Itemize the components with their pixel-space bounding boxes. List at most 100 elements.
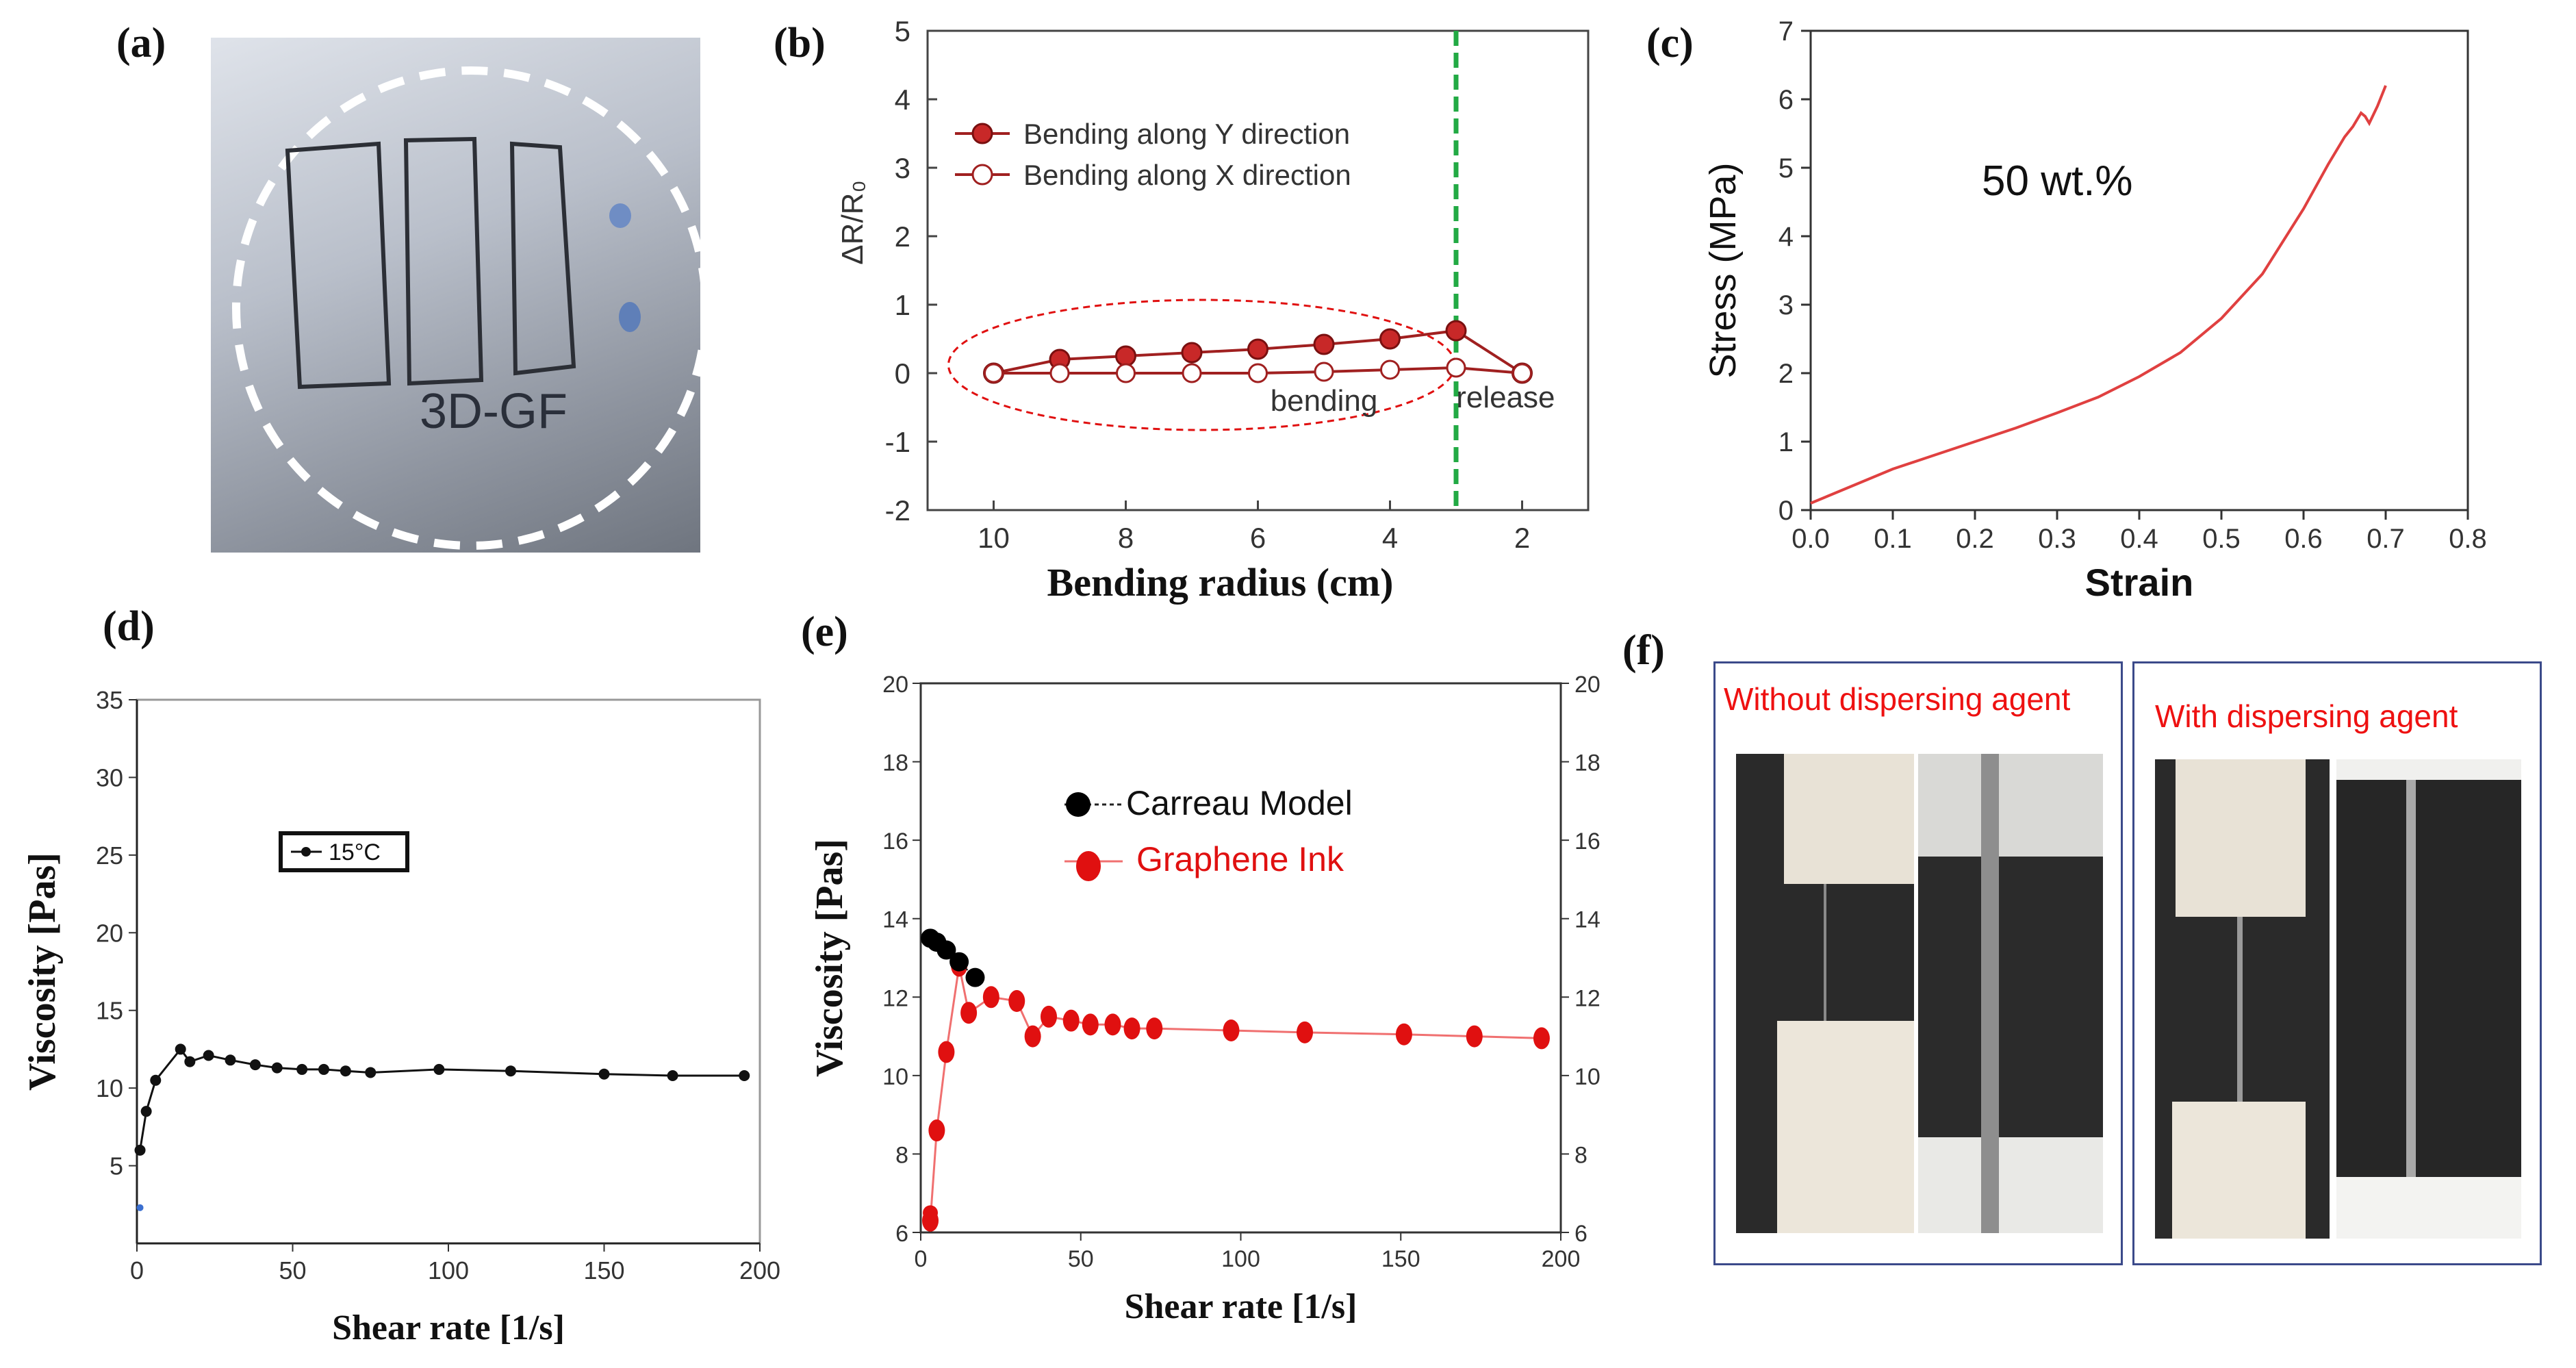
data-point	[365, 1067, 377, 1078]
x-tick-label: 0.8	[2449, 524, 2487, 554]
y-tick-label: 3	[1778, 290, 1794, 320]
y-tick-label: 4	[895, 84, 910, 116]
data-point	[150, 1074, 162, 1086]
data-point	[739, 1069, 750, 1081]
data-point-x-dir	[1380, 359, 1400, 380]
x-tick-label: 0	[915, 1246, 928, 1272]
y-tick-label: 2	[895, 220, 910, 253]
y-tick-label-right: 8	[1574, 1142, 1587, 1168]
light-region	[1918, 1137, 2103, 1233]
x-tick-label: 150	[1381, 1246, 1420, 1272]
y-axis-label: ΔR/R₀	[836, 180, 869, 264]
photo-with-agent-1	[2155, 759, 2330, 1239]
x-tick-label: 8	[1118, 522, 1134, 554]
y-tick-label: 20	[882, 672, 908, 698]
x-tick-label: 6	[1250, 522, 1266, 554]
data-point-graphene-ink	[1024, 1025, 1041, 1048]
x-tick-label: 0.6	[2284, 524, 2323, 554]
caption-without-agent: Without dispersing agent	[1724, 681, 2071, 717]
y-tick-label: 18	[882, 750, 908, 776]
x-tick-label: 50	[279, 1256, 306, 1284]
legend-marker-carreau	[1066, 792, 1091, 817]
y-tick-label: 4	[1778, 222, 1794, 252]
legend-marker-graphene	[1076, 851, 1101, 881]
plot-frame	[919, 682, 1562, 1234]
annotation-50wt: 50 wt.%	[1982, 157, 2133, 205]
data-point	[271, 1062, 283, 1074]
data-point-graphene-ink	[1008, 990, 1025, 1013]
data-point-carreau	[936, 940, 956, 960]
data-point-x-dir	[1049, 363, 1070, 383]
printed-line	[2406, 780, 2416, 1177]
y-tick-label-right: 14	[1574, 907, 1601, 933]
y-tick-label-right: 6	[1574, 1221, 1587, 1247]
y-tick-label: 14	[882, 907, 908, 933]
stress-strain-curve	[1810, 85, 2387, 505]
y-tick-label: 8	[895, 1142, 908, 1168]
data-point-graphene-ink	[1466, 1025, 1483, 1048]
y-tick-label: 5	[110, 1152, 123, 1180]
data-point-carreau	[949, 952, 969, 972]
y-tick-label: 0	[1778, 496, 1794, 526]
data-point-y-dir	[1247, 338, 1268, 360]
printed-line	[1824, 884, 1826, 1021]
y-tick-label: 20	[96, 919, 123, 947]
y-tick-label: 7	[1778, 16, 1794, 47]
data-point-graphene-ink	[960, 1002, 978, 1024]
x-axis-label: Shear rate [1/s]	[332, 1308, 565, 1347]
data-point-graphene-ink	[1223, 1019, 1240, 1041]
data-point	[134, 1144, 146, 1156]
x-tick-label: 0.7	[2367, 524, 2405, 554]
data-point-graphene-ink	[1104, 1013, 1121, 1036]
y-tick-label: 0	[895, 357, 910, 390]
photo-3d-gf: 3D-GF	[211, 38, 700, 553]
electrode-pad	[1784, 754, 1914, 884]
data-point-y-dir	[1313, 333, 1335, 355]
y-tick-label: -2	[885, 494, 910, 527]
y-tick-label-right: 20	[1574, 672, 1601, 698]
data-point	[296, 1063, 308, 1075]
data-point-graphene-ink	[928, 1119, 945, 1142]
legend-entry: Bending along Y direction	[1023, 118, 1350, 150]
x-tick-label: 0.5	[2202, 524, 2241, 554]
x-axis-label: Shear rate [1/s]	[1125, 1287, 1357, 1326]
data-point-x-dir	[1182, 363, 1202, 383]
x-tick-label: 100	[428, 1256, 469, 1284]
data-point-graphene-ink	[1123, 1017, 1140, 1040]
data-point	[340, 1065, 351, 1077]
y-tick-label: 10	[96, 1074, 123, 1102]
y-axis-label: Viscosity [Pas]	[21, 852, 64, 1091]
data-point-graphene-ink	[1082, 1013, 1099, 1036]
data-point	[318, 1063, 329, 1075]
x-tick-label: 200	[1542, 1246, 1581, 1272]
y-tick-label-right: 12	[1574, 985, 1601, 1011]
y-tick-label: 25	[96, 841, 123, 870]
light-region	[2336, 1177, 2521, 1239]
data-point-y-dir	[1379, 328, 1401, 350]
data-point	[433, 1063, 445, 1075]
y-tick-label: 5	[1778, 153, 1794, 183]
x-tick-label: 200	[739, 1256, 780, 1284]
x-axis-label: Strain	[2085, 561, 2194, 604]
data-point-graphene-ink	[1297, 1021, 1313, 1043]
y-tick-label: 2	[1778, 359, 1794, 389]
photo-3d-gf-drawing	[232, 66, 700, 550]
x-tick-label: 4	[1382, 522, 1398, 554]
data-point	[505, 1065, 516, 1077]
data-point	[249, 1059, 261, 1071]
y-tick-label: 35	[96, 686, 123, 714]
legend-entry: Bending along X direction	[1023, 159, 1351, 191]
photo-with-agent-2	[2336, 759, 2521, 1239]
legend-marker	[971, 123, 993, 144]
x-tick-label: 100	[1221, 1246, 1260, 1272]
data-point-y-dir	[1181, 342, 1203, 364]
data-point-graphene-ink	[1041, 1005, 1057, 1028]
y-tick-label: 16	[882, 828, 908, 854]
x-tick-label: 0.4	[2120, 524, 2158, 554]
printed-line	[1981, 754, 1999, 1233]
data-point-graphene-ink	[982, 986, 999, 1009]
panel-label-d: (d)	[103, 603, 155, 650]
panel-label-c: (c)	[1646, 20, 1694, 66]
